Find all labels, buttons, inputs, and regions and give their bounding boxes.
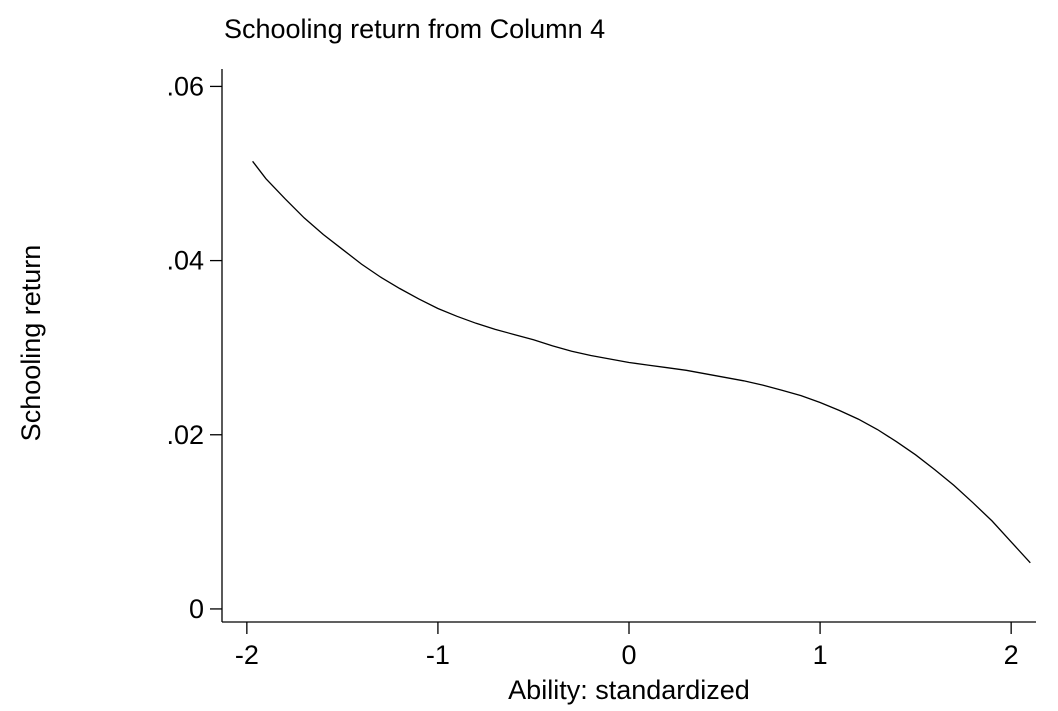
x-tick-label: 1 <box>813 640 828 670</box>
y-axis-label: Schooling return <box>16 245 46 442</box>
y-tick-label: 0 <box>189 594 204 624</box>
y-ticks: 0 .02 .04 .06 <box>166 71 222 624</box>
x-axis-label: Ability: standardized <box>508 675 750 705</box>
x-tick-label: -1 <box>426 640 450 670</box>
series-line <box>252 160 1031 564</box>
chart-title: Schooling return from Column 4 <box>224 14 605 44</box>
y-tick-label: .06 <box>166 71 204 101</box>
x-tick-label: 2 <box>1004 640 1019 670</box>
x-tick-label: 0 <box>621 640 636 670</box>
y-tick-label: .02 <box>166 420 204 450</box>
y-tick-label: .04 <box>166 246 204 276</box>
x-ticks: -2 -1 0 1 2 <box>235 622 1019 670</box>
x-tick-label: -2 <box>235 640 259 670</box>
